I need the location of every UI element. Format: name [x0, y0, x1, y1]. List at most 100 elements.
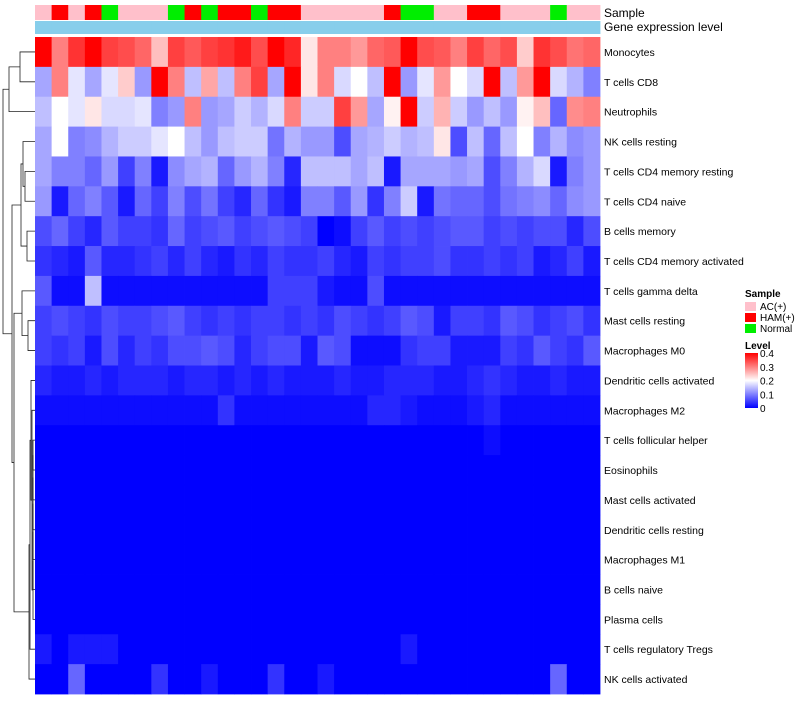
- heatmap-cell: [51, 604, 69, 635]
- row-label: Neutrophils: [604, 107, 657, 119]
- heatmap-cell: [317, 275, 335, 307]
- heatmap-cell: [500, 455, 518, 486]
- heatmap-cell: [566, 126, 584, 157]
- sample-legend: Sample AC(+) HAM(+) Normal: [745, 289, 795, 335]
- heatmap-cell: [383, 275, 401, 307]
- heatmap-cell: [35, 425, 53, 456]
- heatmap-cell: [400, 335, 418, 366]
- heatmap-cell: [284, 514, 302, 546]
- heatmap-cell: [267, 96, 285, 127]
- heatmap-cell: [84, 186, 102, 217]
- heatmap-cell: [167, 96, 185, 127]
- heatmap-cell: [334, 604, 352, 635]
- heatmap-cell: [300, 544, 318, 575]
- heatmap-cell: [68, 66, 86, 98]
- heatmap-cell: [68, 365, 86, 396]
- heatmap-cell: [433, 544, 451, 575]
- heatmap-cell: [84, 275, 102, 307]
- heatmap-cell: [317, 186, 335, 217]
- heatmap-cell: [234, 66, 252, 98]
- heatmap-cell: [101, 335, 119, 366]
- heatmap-cell: [417, 604, 435, 635]
- heatmap-cell: [383, 96, 401, 127]
- heatmap-cell: [201, 455, 219, 486]
- heatmap-cell: [383, 455, 401, 486]
- sample-annotation-cell: [300, 5, 318, 20]
- heatmap-cell: [300, 604, 318, 635]
- heatmap-cell: [284, 216, 302, 247]
- heatmap-cell: [167, 156, 185, 187]
- heatmap-cell: [334, 514, 352, 546]
- row-label: Macrophages M0: [604, 346, 685, 358]
- heatmap-cell: [118, 514, 136, 546]
- heatmap-cell: [483, 604, 501, 635]
- heatmap-cell: [51, 544, 69, 575]
- heatmap-cell: [367, 186, 385, 217]
- heatmap-cell: [251, 604, 269, 635]
- heatmap-cell: [583, 66, 601, 98]
- heatmap-cell: [417, 455, 435, 486]
- heatmap-cell: [433, 305, 451, 337]
- heatmap-cell: [350, 574, 368, 605]
- heatmap-cell: [500, 574, 518, 605]
- heatmap-cell: [35, 246, 53, 277]
- sample-annotation-cell: [317, 5, 335, 20]
- heatmap-cell: [251, 365, 269, 396]
- heatmap-cell: [234, 395, 252, 426]
- heatmap-cell: [500, 66, 518, 98]
- heatmap-cell: [417, 514, 435, 546]
- sample-annotation-cell: [267, 5, 285, 20]
- heatmap-cell: [516, 544, 534, 575]
- heatmap-cell: [68, 335, 86, 366]
- heatmap-cell: [234, 335, 252, 366]
- sample-annotation-cell: [516, 5, 534, 20]
- heatmap-cell: [317, 37, 335, 68]
- heatmap-cell: [101, 574, 119, 605]
- heatmap-cell: [101, 544, 119, 575]
- heatmap-cell: [317, 126, 335, 157]
- heatmap-cell: [334, 664, 352, 695]
- heatmap-cell: [201, 305, 219, 337]
- heatmap-cell: [68, 395, 86, 426]
- heatmap-cell: [566, 484, 584, 516]
- heatmap-cell: [267, 305, 285, 337]
- heatmap-cell: [566, 574, 584, 605]
- heatmap-cell: [400, 604, 418, 635]
- heatmap-cell: [234, 126, 252, 157]
- heatmap-cell: [35, 514, 53, 546]
- heatmap-cell: [500, 156, 518, 187]
- heatmap-cell: [284, 275, 302, 307]
- heatmap-cell: [550, 544, 568, 575]
- heatmap-cell: [533, 514, 551, 546]
- heatmap-cell: [317, 574, 335, 605]
- heatmap-cell: [51, 246, 69, 277]
- heatmap-cell: [433, 365, 451, 396]
- heatmap-cell: [167, 186, 185, 217]
- row-label: Mast cells activated: [604, 495, 696, 507]
- heatmap-cell: [251, 514, 269, 546]
- heatmap-cell: [367, 664, 385, 695]
- heatmap-cell: [417, 484, 435, 516]
- expression-track-cell: [35, 21, 53, 34]
- heatmap-cell: [84, 574, 102, 605]
- expression-track-cell: [383, 21, 401, 34]
- heatmap-cell: [217, 425, 235, 456]
- heatmap-cell: [300, 275, 318, 307]
- heatmap-cell: [383, 365, 401, 396]
- heatmap-cell: [500, 365, 518, 396]
- legend-label-ham: HAM(+): [760, 313, 795, 324]
- heatmap-cell: [217, 126, 235, 157]
- heatmap-cell: [184, 66, 202, 98]
- heatmap-cell: [118, 186, 136, 217]
- heatmap-cell: [367, 246, 385, 277]
- heatmap-cell: [350, 66, 368, 98]
- heatmap-cell: [35, 275, 53, 307]
- heatmap-cell: [234, 275, 252, 307]
- level-legend: Level 0.4 0.3 0.2 0.1 0: [745, 341, 774, 415]
- sample-annotation-cell: [251, 5, 269, 20]
- heatmap-cell: [201, 425, 219, 456]
- heatmap-cell: [467, 365, 485, 396]
- heatmap-cell: [516, 275, 534, 307]
- heatmap-cell: [68, 186, 86, 217]
- heatmap-cell: [101, 156, 119, 187]
